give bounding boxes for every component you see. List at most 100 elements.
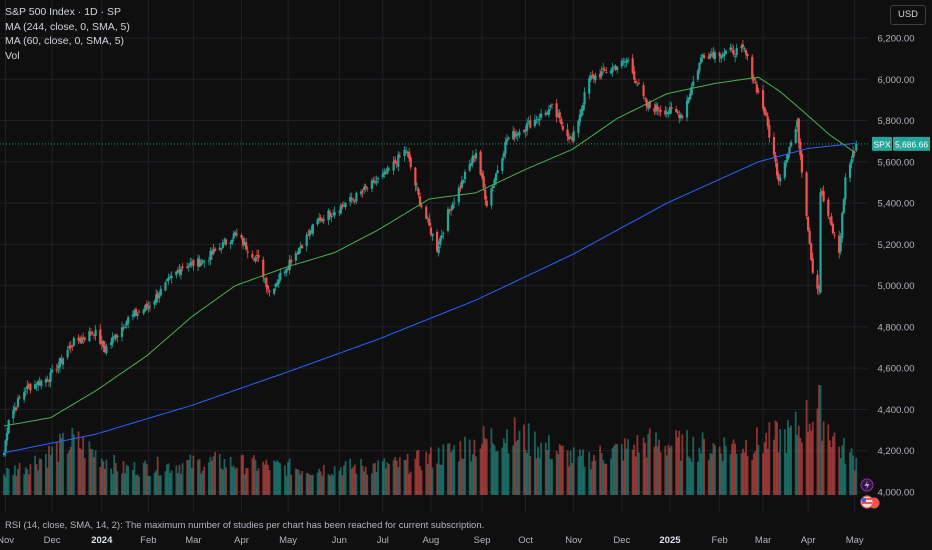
volume-bar (72, 434, 75, 495)
candle-body (729, 47, 732, 51)
volume-bar (187, 460, 190, 495)
candle-body (262, 259, 265, 278)
currency-button[interactable]: USD (890, 5, 926, 25)
volume-bar (690, 461, 693, 495)
candle-body (263, 278, 266, 280)
candle-body (602, 68, 605, 70)
volume-bar (808, 423, 811, 495)
volume-bar (669, 447, 671, 495)
candle-body (342, 205, 346, 207)
volume-bar (451, 449, 454, 495)
candle-body (572, 131, 575, 142)
volume-bar (513, 417, 516, 495)
candle-body (103, 345, 107, 353)
candle-body (91, 332, 94, 334)
candles (2, 40, 858, 457)
volume-bar (448, 443, 451, 495)
candle-body (616, 66, 619, 70)
candle-body (80, 337, 83, 344)
candle-body (440, 235, 443, 238)
time-axis[interactable]: Nov Dec 2024 Feb Mar Apr May Jun Jul Aug Sep Oct Nov… (0, 535, 864, 546)
candle-body (102, 340, 105, 348)
volume-bar (658, 439, 660, 495)
candle-body (800, 153, 804, 173)
candle-body (429, 227, 432, 235)
volume-bar (251, 458, 254, 495)
candle-body (642, 85, 645, 97)
candle-body (155, 294, 158, 303)
volume-bar (416, 450, 418, 495)
volume-bar (170, 470, 173, 495)
candle-body (257, 254, 260, 258)
candle-body (710, 53, 713, 55)
volume-bar (392, 460, 395, 495)
volume-bar (394, 457, 397, 495)
volume-bar (656, 446, 659, 495)
volume-bar (375, 471, 378, 495)
ma-60-label[interactable]: MA (60, close, 0, SMA, 5) (5, 35, 125, 47)
volume-bar (147, 476, 150, 495)
candle-body (364, 185, 367, 188)
candle-body (779, 177, 782, 182)
candle-body (502, 153, 505, 158)
volume-bar (678, 430, 681, 495)
candle-body (201, 260, 204, 263)
candle-body (766, 116, 769, 127)
volume-bar (4, 476, 7, 495)
symbol-title[interactable]: S&P 500 Index · 1D · SP (5, 6, 121, 18)
candle-body (567, 136, 571, 140)
volume-bar (838, 446, 841, 495)
volume-bar (397, 467, 400, 495)
candle-body (353, 201, 356, 203)
candle-body (363, 186, 366, 191)
volume-bar (675, 430, 678, 495)
volume-bar (453, 445, 456, 495)
price-axis[interactable]: 4,000.00 4,200.00 4,400.00 4,600.00 4,800.00… (878, 34, 915, 499)
volume-bar (167, 463, 170, 495)
candle-body (58, 358, 61, 368)
volume-bar (591, 461, 594, 495)
volume-bar (557, 454, 560, 495)
candle-body (425, 206, 428, 219)
candle-body (833, 234, 836, 236)
volume-bar (339, 467, 342, 495)
candle-body (653, 108, 656, 112)
volume-bar (568, 466, 570, 495)
candle-body (12, 410, 15, 419)
volume-bar (51, 446, 54, 495)
volume-bar (234, 468, 237, 495)
volume-bar (655, 432, 657, 495)
rsi-study-note: RSI (14, close, SMA, 14, 2): The maximum… (5, 520, 485, 531)
volume-bar (827, 424, 830, 495)
candle-body (234, 232, 237, 236)
candle-body (178, 269, 181, 274)
candle-body (819, 192, 822, 293)
candle-body (144, 305, 147, 311)
ma-244-label[interactable]: MA (244, close, 0, SMA, 5) (5, 20, 130, 33)
volume-bar (363, 471, 366, 495)
volume-bar (724, 446, 727, 495)
volume-bar (426, 463, 429, 495)
candle-body (654, 104, 658, 112)
candle-body (446, 209, 450, 231)
volume-bar (807, 431, 810, 495)
volume-bar (833, 432, 836, 495)
volume-bar (169, 472, 172, 495)
candle-body (808, 230, 811, 244)
volume-bar (142, 462, 145, 495)
volume-bar (403, 460, 406, 495)
volume-bar (689, 458, 692, 495)
candle-body (92, 334, 96, 336)
volume-bar (665, 455, 668, 495)
volume-bar (566, 450, 569, 495)
candle-body (15, 408, 18, 410)
volume-bar (811, 421, 814, 495)
candle-body (246, 251, 249, 253)
volume-bar (131, 470, 134, 495)
candle-body (612, 66, 616, 68)
volume-label[interactable]: Vol (5, 49, 20, 62)
candle-body (431, 233, 434, 237)
candle-body (170, 275, 173, 279)
volume-bar (475, 456, 477, 495)
